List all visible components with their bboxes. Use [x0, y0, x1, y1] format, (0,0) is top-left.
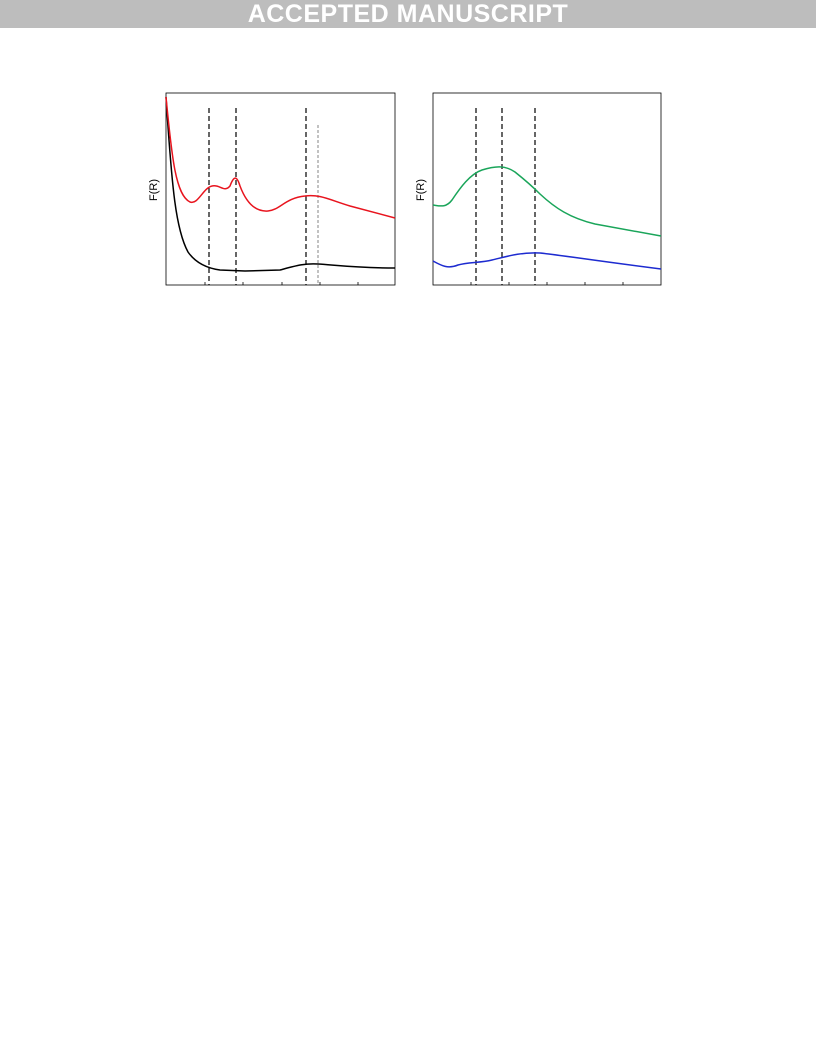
y-axis-label: F(R)	[148, 179, 160, 201]
curve-black	[165, 96, 396, 272]
curve-green	[432, 166, 662, 237]
reference-lines	[475, 108, 536, 285]
y-axis-label: F(R)	[415, 179, 427, 201]
reference-lines	[208, 108, 307, 285]
plot-frame	[165, 92, 396, 286]
banner-title: ACCEPTED MANUSCRIPT	[0, 0, 816, 28]
x-ticks	[204, 282, 359, 285]
figure: F(R) F(R)	[148, 92, 662, 286]
panel-left: F(R)	[148, 92, 396, 286]
x-ticks	[470, 282, 624, 285]
curve-blue	[432, 252, 662, 270]
panel-right: F(R)	[415, 92, 662, 286]
curve-red	[165, 96, 396, 219]
plot-frame	[432, 92, 662, 286]
